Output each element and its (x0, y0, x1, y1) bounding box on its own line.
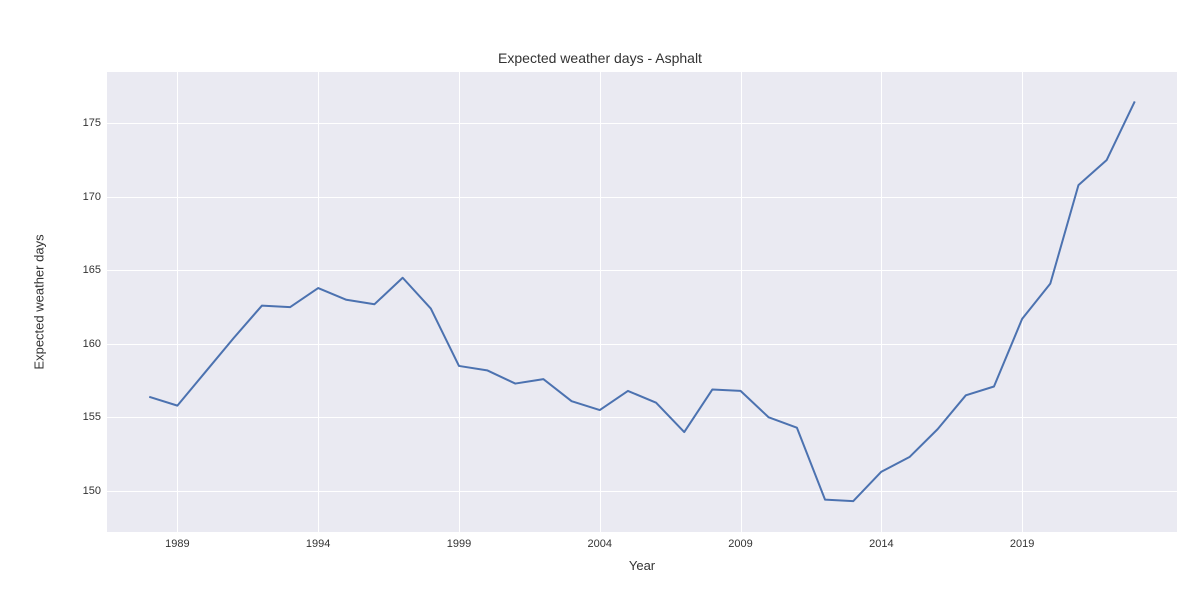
y-tick-label: 165 (73, 264, 101, 276)
x-tick-label: 2009 (728, 538, 752, 550)
x-axis-label: Year (629, 558, 655, 573)
y-tick-label: 155 (73, 411, 101, 423)
y-tick-label: 150 (73, 485, 101, 497)
x-tick-label: 1994 (306, 538, 330, 550)
plot-area (107, 72, 1177, 532)
data-line (107, 72, 1177, 532)
chart-container: Expected weather days - Asphalt Year Exp… (0, 0, 1200, 600)
x-tick-label: 1999 (447, 538, 471, 550)
x-tick-label: 2014 (869, 538, 893, 550)
x-tick-label: 1989 (165, 538, 189, 550)
y-axis-label: Expected weather days (32, 234, 47, 369)
y-tick-label: 175 (73, 117, 101, 129)
y-tick-label: 170 (73, 191, 101, 203)
y-tick-label: 160 (73, 338, 101, 350)
x-tick-label: 2019 (1010, 538, 1034, 550)
x-tick-label: 2004 (588, 538, 612, 550)
chart-title: Expected weather days - Asphalt (0, 50, 1200, 66)
